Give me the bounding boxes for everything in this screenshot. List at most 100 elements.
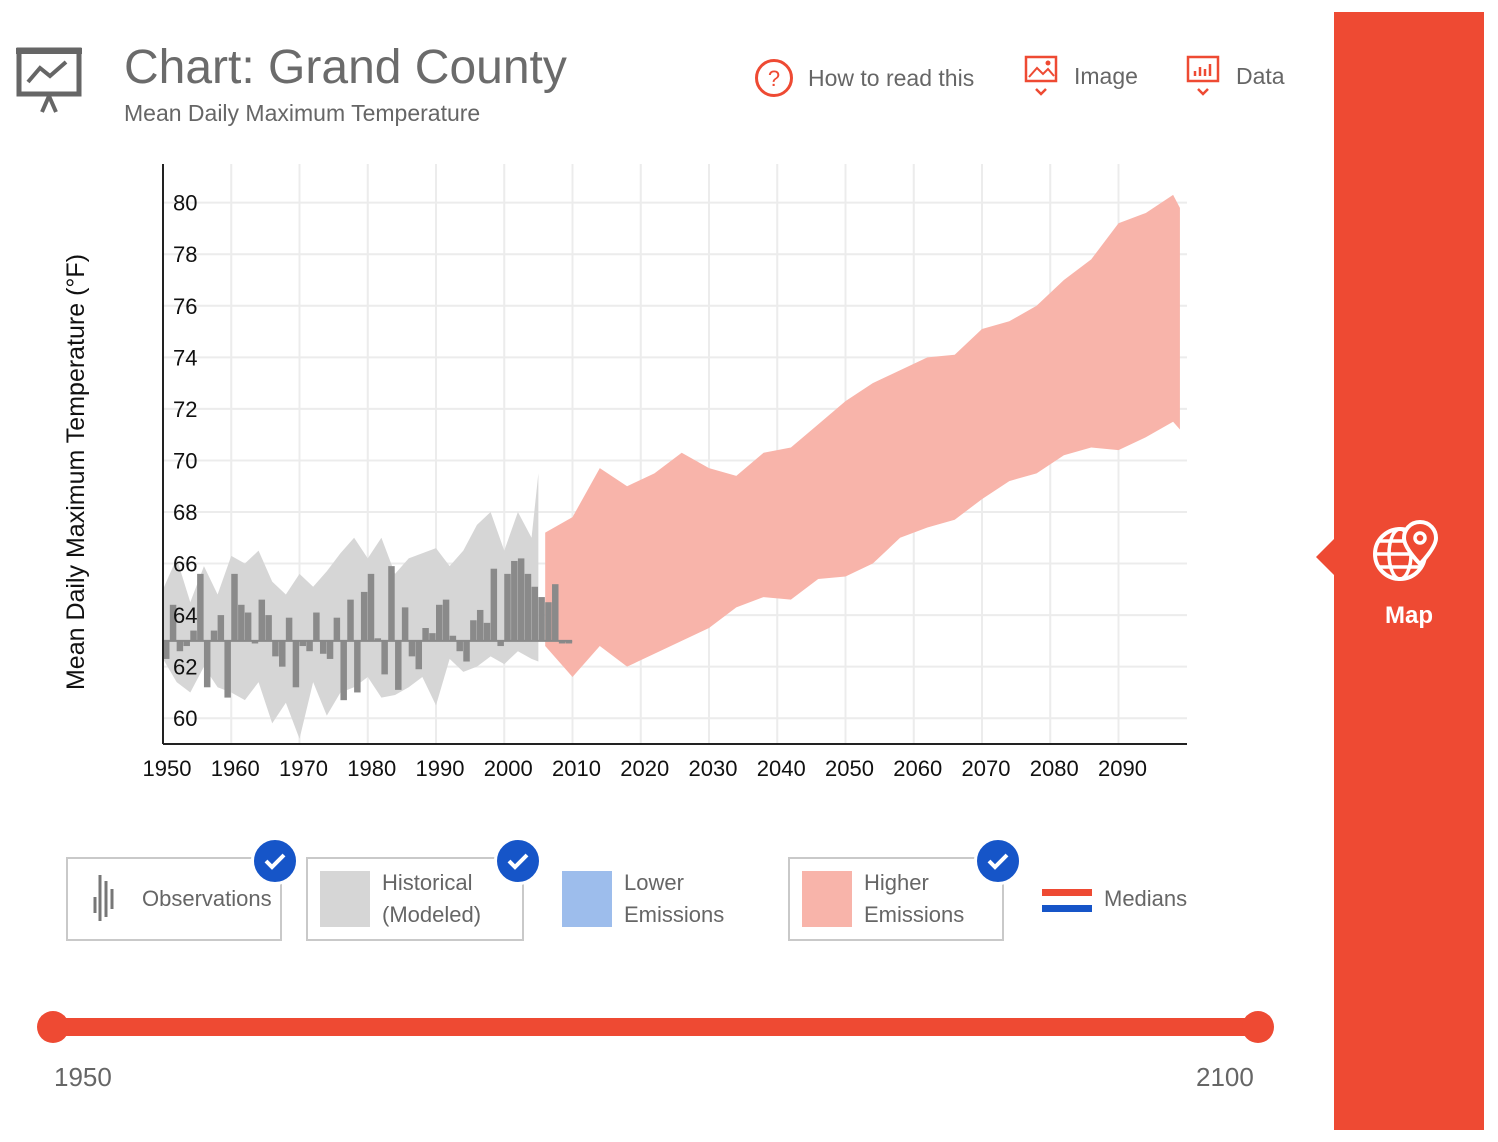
observation-bar (279, 640, 286, 667)
observation-bar (545, 602, 552, 641)
observation-bar (163, 640, 170, 659)
observation-bar (565, 640, 573, 644)
observation-bar (395, 640, 402, 690)
how-to-read-button[interactable]: ? How to read this (754, 58, 974, 98)
legend-historical[interactable]: Historical (Modeled) (306, 857, 524, 941)
how-to-read-label: How to read this (808, 64, 975, 91)
historical-swatch (320, 871, 370, 927)
higher-emissions-band (545, 194, 1180, 677)
legend-medians-label: Medians (1104, 886, 1188, 911)
observation-bar (326, 640, 334, 659)
observation-bar (442, 599, 450, 641)
observation-bar (319, 640, 327, 654)
year-range-end-label: 2100 (1196, 1062, 1254, 1092)
observation-bar (367, 573, 375, 641)
x-tick-label: 1990 (416, 756, 465, 781)
observation-bar (292, 640, 300, 688)
higher-emissions-check-icon[interactable] (974, 837, 1022, 885)
observation-bar (203, 640, 211, 688)
x-tick-label: 1980 (347, 756, 396, 781)
x-tick-label: 2020 (620, 756, 669, 781)
observations-icon (93, 875, 114, 921)
observation-bar (299, 640, 306, 647)
x-tick-label: 2030 (689, 756, 738, 781)
page-subtitle: Mean Daily Maximum Temperature (124, 100, 481, 126)
observation-bar (340, 640, 347, 701)
observation-bar (401, 607, 409, 641)
observations-check-icon[interactable] (251, 837, 299, 885)
legend-lower-emissions[interactable]: Lower Emissions (550, 857, 750, 941)
observation-bar (476, 609, 484, 641)
legend-higher-emissions[interactable]: Higher Emissions (788, 857, 1004, 941)
x-tick-label: 1970 (279, 756, 328, 781)
x-tick-label: 2000 (484, 756, 533, 781)
data-label: Data (1236, 62, 1285, 89)
legend-higher-line2: Emissions (864, 902, 965, 927)
chart-presentation-icon (16, 44, 82, 119)
y-tick-label: 68 (173, 500, 197, 525)
legend-observations[interactable]: Observations (66, 857, 282, 941)
observation-bar (190, 630, 197, 641)
observation-bar (463, 640, 470, 662)
y-tick-label: 60 (173, 706, 197, 731)
y-axis-label: Mean Daily Maximum Temperature (°F) (62, 254, 90, 690)
observation-bar (306, 640, 313, 652)
year-range-start-label: 1950 (54, 1062, 112, 1092)
observation-bar (408, 640, 416, 657)
legend-historical-line2: (Modeled) (382, 902, 482, 927)
observation-bar (538, 597, 545, 641)
higher-emissions-swatch (802, 871, 852, 927)
y-tick-label: 74 (173, 345, 197, 370)
y-tick-label: 78 (173, 242, 197, 267)
image-download-button[interactable]: Image (1024, 55, 1138, 96)
observation-bar (388, 566, 395, 641)
data-chart-icon (1186, 55, 1220, 96)
year-range-end-handle[interactable] (1242, 1011, 1274, 1043)
y-tick-label: 64 (173, 603, 197, 628)
globe-pin-icon (1373, 520, 1439, 581)
historical-check-icon[interactable] (494, 837, 542, 885)
lower-emissions-swatch (562, 871, 612, 927)
observation-bar (456, 640, 463, 652)
observation-bar (231, 573, 238, 641)
observation-bar (169, 604, 177, 641)
observation-bar (422, 628, 429, 641)
map-sidebar[interactable]: Map (1316, 12, 1484, 1130)
observation-bar (511, 560, 518, 641)
observation-bar (197, 573, 204, 641)
observation-bar (217, 615, 225, 641)
observation-bar (436, 604, 443, 641)
x-tick-label: 2060 (893, 756, 942, 781)
observation-bar (374, 638, 382, 641)
year-range-start-handle[interactable] (37, 1011, 69, 1043)
observation-bar (244, 612, 252, 641)
observation-bar (470, 620, 477, 641)
map-label: Map (1385, 602, 1433, 629)
image-icon (1024, 55, 1058, 96)
x-tick-label: 2040 (757, 756, 806, 781)
observation-bar (183, 640, 190, 647)
observation-bar (265, 615, 272, 641)
observation-bar (497, 640, 504, 647)
x-tick-label: 1960 (211, 756, 260, 781)
year-range-track[interactable] (52, 1018, 1258, 1036)
observation-bar (238, 604, 245, 641)
observation-bar (285, 617, 293, 641)
data-download-button[interactable]: Data (1186, 55, 1285, 96)
legend-medians[interactable]: Medians (1030, 857, 1200, 941)
observation-bar (558, 640, 566, 644)
temperature-chart: 60 62 64 66 68 70 72 74 76 78 80 1950 1960 1970 1980 19… (62, 164, 1187, 781)
x-tick-label: 2090 (1098, 756, 1147, 781)
sidebar-notch (1316, 539, 1334, 575)
observation-bar (360, 591, 368, 641)
observation-bar (429, 633, 436, 641)
observation-bar (449, 635, 457, 641)
legend-higher-line1: Higher (864, 870, 929, 895)
observation-bar (531, 586, 539, 641)
y-tick-label: 80 (173, 191, 197, 216)
legend-lower-line1: Lower (624, 870, 684, 895)
y-tick-label: 62 (173, 655, 197, 680)
observation-bar (313, 612, 320, 641)
legend-historical-line1: Historical (382, 870, 473, 895)
x-tick-label: 2010 (552, 756, 601, 781)
